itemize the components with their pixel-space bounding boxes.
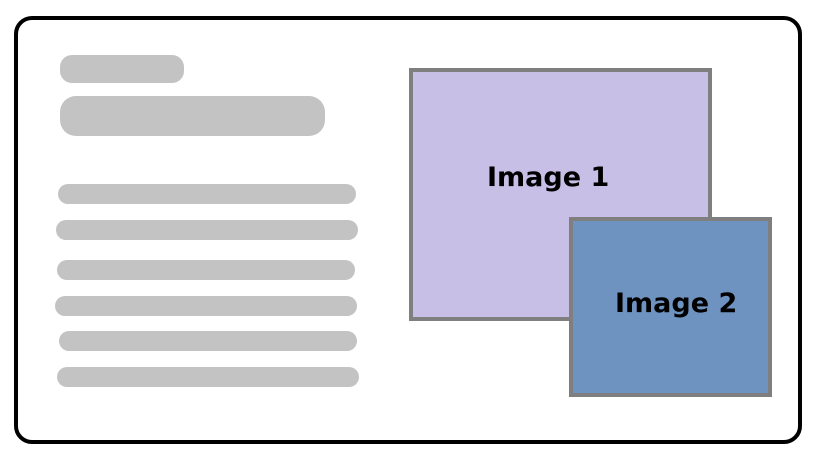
image-1-box: Image 1: [409, 68, 712, 321]
text-line-placeholder: [57, 367, 359, 387]
text-line-placeholder: [58, 184, 356, 204]
image-1-label: Image 1: [487, 162, 610, 193]
page-frame: Image 1 Image 2: [14, 16, 802, 444]
image-2-label: Image 2: [615, 288, 738, 319]
text-line-placeholder: [56, 220, 358, 240]
text-line-placeholder: [55, 296, 357, 316]
title-placeholder-short: [60, 55, 184, 83]
title-placeholder-long: [60, 96, 325, 136]
text-line-placeholder: [57, 260, 355, 280]
image-2-box: Image 2: [569, 217, 772, 397]
text-line-placeholder: [59, 331, 357, 351]
